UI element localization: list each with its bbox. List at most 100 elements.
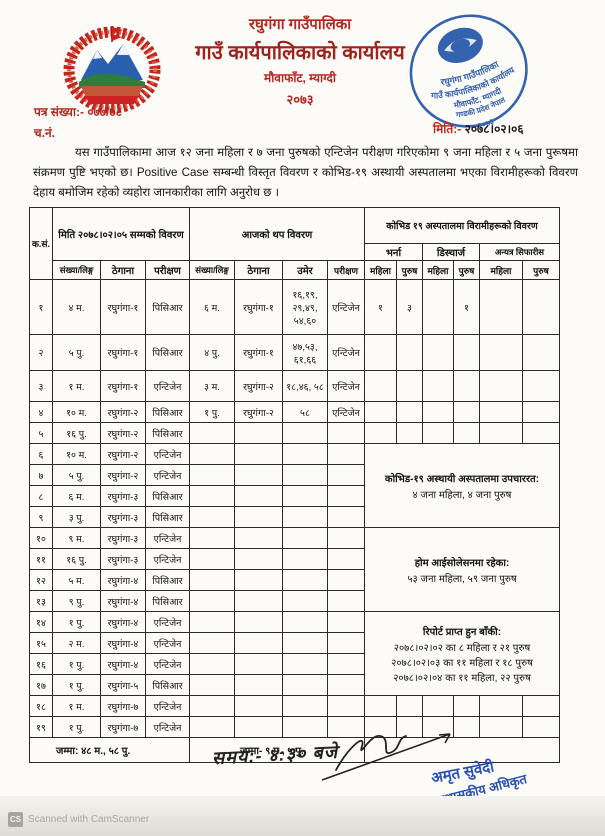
cell-r11-c0: ११ (29, 548, 53, 570)
table-row: ६ १० म. रघुगंगा-२ एन्टिजेन कोभिड-१९ अस्थायी … (29, 443, 560, 528)
cell-r9-c3: पिसिआर (145, 506, 190, 528)
camscanner-logo-icon: CS (8, 812, 23, 827)
camscanner-text: Scanned with CamScanner (28, 814, 150, 825)
cell-r6-c3: एन्टिजेन (145, 443, 190, 465)
cell-r8-c7 (327, 485, 365, 507)
cell-r4-c5: रघुगंगा-२ (234, 401, 283, 423)
hospital-cell-empty (422, 422, 454, 444)
cell-r2-c2: रघुगंगा-१ (100, 334, 146, 371)
note-line: २०७८।०२।०४ का ११ महिला, २२ पुरुष (393, 672, 531, 684)
cell-r17-c1: १ पु. (52, 674, 101, 696)
cell-r3-c5: रघुगंगा-२ (234, 370, 283, 402)
hospital-cell-empty (479, 422, 523, 444)
table-row: १४ १ पु. रघुगंगा-४ एन्टिजेन रिपोर्ट प्राप्त … (29, 611, 560, 696)
table-row: ११ १६ पु. रघुगंगा-३ एन्टिजेन (29, 548, 560, 570)
cell-r4-c4: १ पु. (189, 401, 235, 423)
hospital-cell-empty (364, 401, 397, 423)
table-row: ५ १६ पु. रघुगंगा-२ पिसिआर (29, 422, 560, 444)
cell-r1-c0: १ (29, 279, 53, 335)
scanned-document-page: रघुगंगा गाउँपालिका गाउँ कार्यपालिकाको का… (0, 0, 605, 815)
cell-r3-c7: एन्टिजेन (327, 370, 365, 402)
nepal-emblem-icon (63, 26, 161, 114)
cell-r6-c7 (327, 443, 365, 465)
cell-r2-c6: ४७,५३, ६१,६६ (282, 334, 328, 371)
cell-r9-c0: ९ (29, 506, 53, 528)
cell-r18-c5 (234, 695, 283, 717)
letter-number-label: पत्र संख्या:- (34, 105, 84, 119)
cell-r2-c5: रघुगंगा-१ (234, 334, 283, 371)
cell-r7-c4 (189, 464, 235, 486)
cell-r7-c5 (234, 464, 283, 486)
cell-r16-c2: रघुगंगा-४ (100, 653, 146, 675)
cell-r15-c0: १५ (29, 632, 53, 654)
hospital-cell-r1-c4 (479, 279, 523, 335)
cell-r7-c1: ५ पु. (52, 464, 101, 486)
note-line: २०७८।०२।०३ का ११ महिला र १८ पुरुष (391, 657, 533, 669)
hospital-cell-empty (422, 695, 454, 717)
office-round-stamp-icon: रघुगंगा गाउँपालिका गाउँ कार्यपालिकाको का… (409, 14, 528, 131)
header-admit: भर्ना (364, 243, 423, 261)
hospital-cell-r1-c0: १ (364, 279, 397, 335)
cell-r9-c6 (282, 506, 328, 528)
hospital-note: होम आईसोलेसनमा रहेका: ५३ जना महिला, ५९ जन… (364, 527, 560, 612)
hospital-cell-empty (479, 334, 523, 371)
cell-r14-c6 (282, 611, 328, 633)
header-sn: क.सं. (29, 207, 53, 280)
hospital-cell-empty (479, 401, 523, 423)
hospital-cell-empty (453, 422, 480, 444)
cell-r9-c7 (327, 506, 365, 528)
covid-report-table: क.सं. मिति २०७८।०२।०५ सम्मको विवरण आजको … (29, 207, 560, 763)
totals-row: जम्मा: ४८ म., ५८ पु. जम्मा- ९ म., ५ पु. (29, 737, 560, 763)
cell-r14-c3: एन्टिजेन (145, 611, 190, 633)
header-female-admit: महिला (364, 260, 397, 280)
hospital-cell-empty (453, 695, 480, 717)
hospital-cell-empty (422, 334, 454, 371)
cell-r19-c4 (189, 716, 235, 738)
letterhead: रघुगंगा गाउँपालिका गाउँ कार्यपालिकाको का… (130, 14, 470, 108)
establishment-year: २०७३ (286, 92, 314, 107)
cell-r7-c7 (327, 464, 365, 486)
cell-r11-c3: एन्टिजेन (145, 548, 190, 570)
cell-r17-c3: पिसिआर (145, 674, 190, 696)
cell-r15-c6 (282, 632, 328, 654)
note-line: ५३ जना महिला, ५९ जना पुरुष (407, 573, 517, 585)
cell-r10-c1: ९ म. (52, 527, 101, 549)
cell-r16-c6 (282, 653, 328, 675)
cell-r10-c5 (234, 527, 283, 549)
cell-r2-c3: पिसिआर (145, 334, 190, 371)
cell-r4-c1: १० म. (52, 401, 101, 423)
hospital-cell-empty (479, 695, 523, 717)
cell-r10-c3: एन्टिजेन (145, 527, 190, 549)
cell-r5-c6 (282, 422, 328, 444)
header-male-discharge: पुरुष (453, 260, 480, 280)
cell-r7-c6 (282, 464, 328, 486)
table-row: १८ १ म. रघुगंगा-७ एन्टिजेन (29, 695, 560, 717)
hospital-note: कोभिड-१९ अस्थायी अस्पतालमा उपचाररत: ४ जना… (364, 443, 560, 528)
header-female-referred: महिला (479, 260, 523, 280)
cell-r5-c0: ५ (29, 422, 53, 444)
cell-r19-c5 (234, 716, 283, 738)
cell-r9-c1: ३ पु. (52, 506, 101, 528)
cell-r8-c5 (234, 485, 283, 507)
cell-r6-c6 (282, 443, 328, 465)
hospital-cell-r1-c1: ३ (396, 279, 423, 335)
cell-r5-c5 (234, 422, 283, 444)
total-today: जम्मा- ९ म., ५ पु. (189, 737, 365, 763)
cell-r17-c6 (282, 674, 328, 696)
cell-r9-c5 (234, 506, 283, 528)
hospital-cell-empty (396, 370, 423, 402)
table-row: १३ ९ पु. रघुगंगा-४ पिसिआर (29, 590, 560, 612)
hospital-cell-empty (422, 370, 454, 402)
cell-r15-c4 (189, 632, 235, 654)
cell-r8-c1: ६ म. (52, 485, 101, 507)
cell-r15-c1: २ म. (52, 632, 101, 654)
cell-r10-c7 (327, 527, 365, 549)
date-line: मिति:- २०७८।०२।०६ (433, 120, 524, 137)
cell-r5-c3: पिसिआर (145, 422, 190, 444)
cell-r11-c5 (234, 548, 283, 570)
cell-r8-c0: ८ (29, 485, 53, 507)
cell-r16-c5 (234, 653, 283, 675)
